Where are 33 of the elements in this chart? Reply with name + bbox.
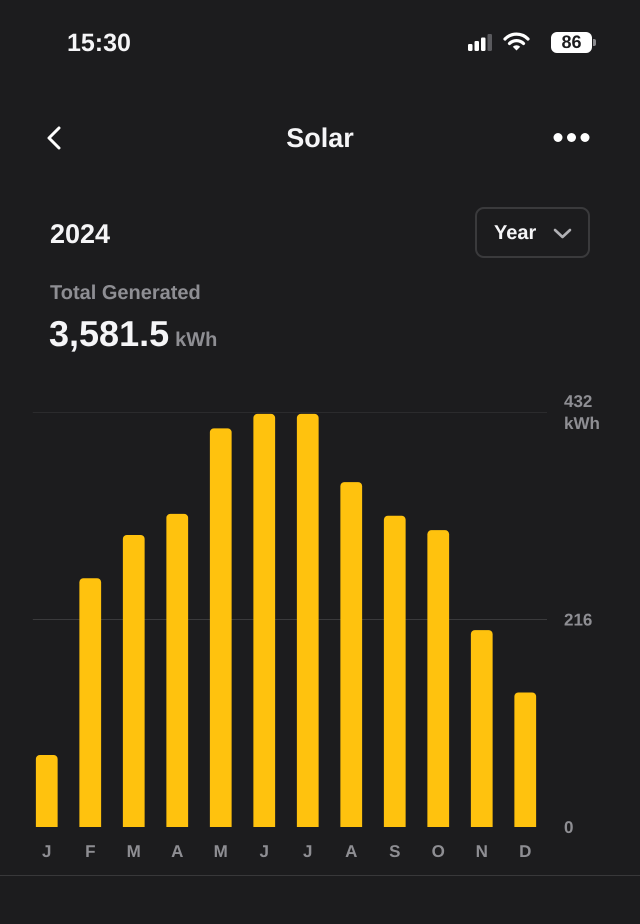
bar <box>122 534 145 827</box>
text: Total Generated <box>50 282 201 304</box>
chart-subtitle: 2024 <box>50 219 110 249</box>
y-tick-label: 0 <box>564 818 574 837</box>
text: 3,581.5 kWh <box>49 313 218 354</box>
x-tick-label: A <box>171 842 184 861</box>
bar <box>79 578 102 827</box>
bar <box>36 754 58 827</box>
bar <box>296 414 319 827</box>
bar <box>470 630 493 827</box>
bar <box>384 516 406 827</box>
bar <box>340 482 362 827</box>
bar <box>427 530 450 827</box>
x-tick-label: O <box>432 842 445 861</box>
text: 15:30 <box>67 29 131 57</box>
x-tick-label: J <box>42 842 52 861</box>
bar <box>514 692 536 827</box>
x-tick-label: M <box>214 842 228 861</box>
x-tick-label: J <box>260 842 269 861</box>
chart-title: Solar <box>285 123 355 153</box>
x-tick-label: D <box>519 842 532 861</box>
x-tick-label: A <box>345 842 358 861</box>
y-tick-label: 216 <box>564 610 592 630</box>
bar <box>253 414 276 827</box>
x-tick-label: N <box>476 842 488 861</box>
x-tick-label: M <box>126 842 141 861</box>
x-tick-label: J <box>303 842 312 861</box>
dropdown: Year <box>475 207 590 258</box>
y-tick-label: 432 kWh <box>564 392 600 433</box>
x-tick-label: S <box>389 842 400 861</box>
bar <box>210 428 232 827</box>
x-tick-label: F <box>85 842 96 861</box>
bar <box>166 514 188 827</box>
